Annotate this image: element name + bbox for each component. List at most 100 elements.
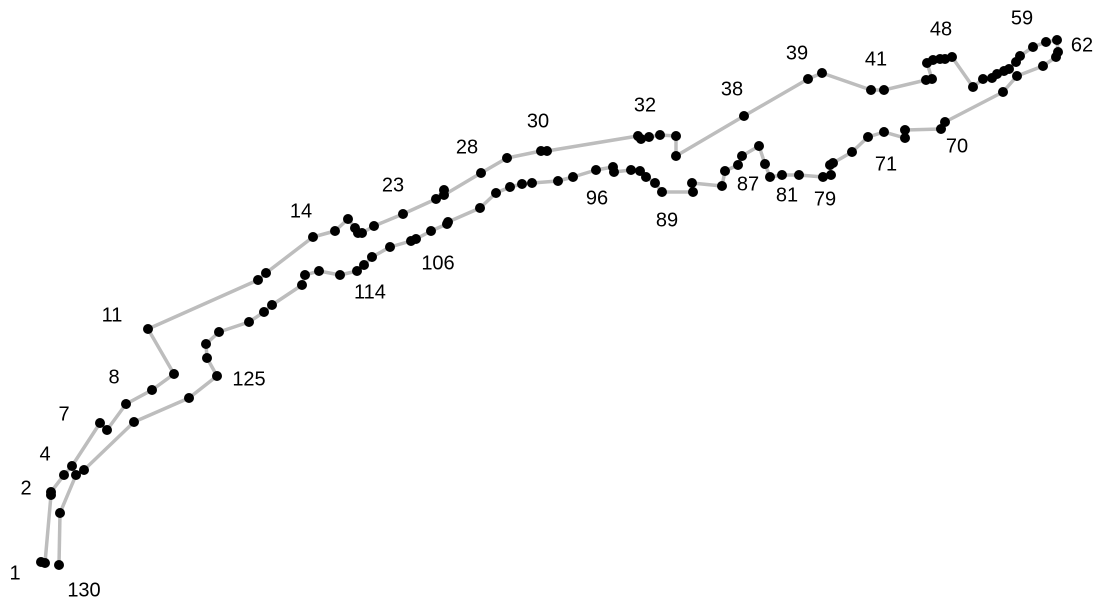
point-label: 89 <box>656 209 678 231</box>
path-point <box>357 228 367 238</box>
path-point <box>212 371 222 381</box>
path-point <box>385 242 395 252</box>
path-point <box>777 170 787 180</box>
path-point <box>439 190 449 200</box>
path-point <box>147 385 157 395</box>
point-label: 48 <box>930 18 952 40</box>
path-point <box>426 226 436 236</box>
path-point <box>671 131 681 141</box>
point-label: 96 <box>586 187 608 209</box>
path-point <box>978 74 988 84</box>
point-labels: 1 247 8 11 14 23 28 30 32 38 39 41 48 59 62 70 71 79 81 87 8… <box>9 7 1093 601</box>
path-point <box>644 132 654 142</box>
point-label: 4 <box>39 443 50 465</box>
path-point <box>879 85 889 95</box>
path-point <box>650 178 660 188</box>
path-point <box>947 52 957 62</box>
path-point <box>1015 51 1025 61</box>
path-point <box>59 470 69 480</box>
path-point <box>754 141 764 151</box>
path-point <box>184 393 194 403</box>
path-point <box>214 327 224 337</box>
path-point <box>343 214 353 224</box>
path-point <box>169 369 179 379</box>
path-point <box>1012 71 1022 81</box>
path-point <box>998 87 1008 97</box>
path-point <box>54 560 64 570</box>
path-line <box>39 38 1060 567</box>
path-point <box>398 209 408 219</box>
path-point <box>817 68 827 78</box>
point-label: 125 <box>232 368 265 390</box>
path-point <box>1051 52 1061 62</box>
path-point <box>900 133 910 143</box>
path-point <box>253 275 263 285</box>
path-point <box>71 470 81 480</box>
point-label: 81 <box>776 184 798 206</box>
point-label: 7 <box>58 403 69 425</box>
path-point <box>102 425 112 435</box>
path-point <box>505 182 515 192</box>
path-point <box>367 252 377 262</box>
path-point <box>687 178 697 188</box>
path-point <box>1028 42 1038 52</box>
path-point <box>733 160 743 170</box>
path-point <box>794 170 804 180</box>
path-point <box>314 266 324 276</box>
path-point <box>129 417 139 427</box>
path-point <box>475 203 485 213</box>
path-point <box>671 151 681 161</box>
path-point <box>267 300 277 310</box>
path-point <box>825 160 835 170</box>
path-point <box>202 353 212 363</box>
path-point <box>95 418 105 428</box>
path-point <box>259 307 269 317</box>
path-point <box>879 127 889 137</box>
path-point <box>491 188 501 198</box>
path-point <box>739 111 749 121</box>
path-point <box>369 221 379 231</box>
path-point <box>330 226 340 236</box>
path-point <box>143 324 153 334</box>
point-label: 59 <box>1011 7 1033 29</box>
path-point <box>352 266 362 276</box>
point-label: 2 <box>20 477 31 499</box>
path-point <box>335 270 345 280</box>
path-point <box>553 176 563 186</box>
path-point <box>261 268 271 278</box>
point-label: 30 <box>527 110 549 132</box>
path-point <box>636 134 646 144</box>
path-point <box>863 132 873 142</box>
path-point <box>431 194 441 204</box>
point-label: 130 <box>67 579 100 601</box>
point-label: 8 <box>108 366 119 388</box>
path-point <box>626 165 636 175</box>
point-label: 38 <box>721 78 743 100</box>
path-point <box>442 219 452 229</box>
path-point <box>568 172 578 182</box>
point-label: 70 <box>946 135 968 157</box>
path-point <box>201 339 211 349</box>
point-label: 28 <box>456 136 478 158</box>
path-point <box>517 179 527 189</box>
point-label: 79 <box>814 188 836 210</box>
path-point <box>244 317 254 327</box>
path-point <box>121 399 131 409</box>
path-point <box>502 153 512 163</box>
path-point <box>826 170 836 180</box>
path-point <box>1041 37 1051 47</box>
path-point <box>657 187 667 197</box>
point-label: 1 <box>9 562 20 584</box>
path-point <box>55 508 65 518</box>
path-point <box>359 260 369 270</box>
path-point <box>79 465 89 475</box>
path-point <box>720 166 730 176</box>
path-points <box>36 35 1063 570</box>
path-point <box>847 147 857 157</box>
path-point <box>717 181 727 191</box>
point-label: 32 <box>634 94 656 116</box>
point-label: 11 <box>102 304 123 326</box>
point-label: 23 <box>382 174 404 196</box>
path-point <box>46 487 56 497</box>
